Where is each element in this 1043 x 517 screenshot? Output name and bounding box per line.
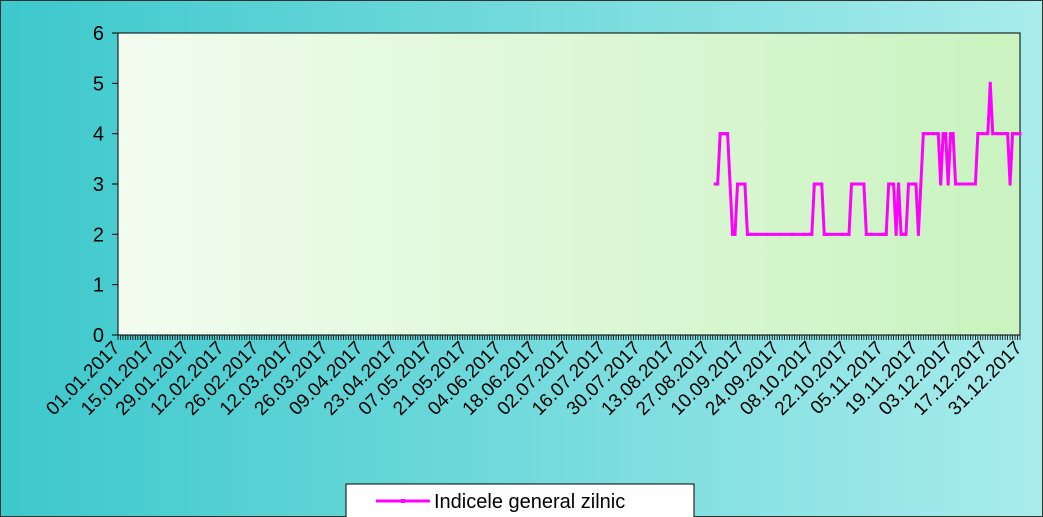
data-point (716, 182, 720, 186)
data-point (976, 132, 980, 136)
data-point (765, 232, 769, 236)
data-point (959, 182, 963, 186)
data-point (827, 232, 831, 236)
data-point (849, 182, 853, 186)
data-point (731, 232, 735, 236)
data-point (810, 232, 814, 236)
y-tick-label: 4 (93, 124, 104, 146)
data-point (723, 132, 727, 136)
data-point (740, 182, 744, 186)
legend-label: Indicele general zilnic (434, 491, 625, 513)
data-point (815, 182, 819, 186)
data-point (726, 132, 730, 136)
y-tick-label: 0 (93, 325, 104, 347)
data-point (1018, 132, 1022, 136)
data-point (909, 182, 913, 186)
data-point (812, 182, 816, 186)
data-point (914, 182, 918, 186)
data-point (721, 132, 725, 136)
data-point (919, 182, 923, 186)
data-point (718, 132, 722, 136)
data-point (996, 132, 1000, 136)
y-tick-label: 1 (93, 275, 104, 297)
data-point (733, 232, 737, 236)
data-point (939, 182, 943, 186)
axis-ticks (112, 32, 1021, 340)
data-point (857, 182, 861, 186)
y-tick-label: 3 (93, 174, 104, 196)
data-point (968, 182, 972, 186)
data-point (887, 182, 891, 186)
data-point (973, 182, 977, 186)
data-point (899, 232, 903, 236)
data-point (926, 132, 930, 136)
data-point (847, 232, 851, 236)
data-point (944, 132, 948, 136)
data-point (802, 232, 806, 236)
data-point (1011, 132, 1015, 136)
data-point (894, 232, 898, 236)
data-point (1001, 132, 1005, 136)
data-point (736, 182, 740, 186)
data-point (743, 182, 747, 186)
data-point (986, 132, 990, 136)
data-point (1008, 182, 1012, 186)
data-point (864, 232, 868, 236)
data-point (862, 182, 866, 186)
data-point (991, 132, 995, 136)
data-point (902, 232, 906, 236)
series-markers (713, 81, 1022, 236)
plot-area (117, 32, 1021, 336)
data-point (745, 232, 749, 236)
data-point (1006, 132, 1010, 136)
data-point (988, 81, 992, 85)
y-tick-label: 6 (93, 23, 104, 45)
data-point (921, 132, 925, 136)
data-point (884, 232, 888, 236)
y-tick-label: 5 (93, 73, 104, 95)
data-point (946, 182, 950, 186)
data-point (1016, 132, 1020, 136)
x-axis-labels: 01.01.201715.01.201729.01.201712.02.2017… (42, 338, 1026, 420)
data-point (778, 232, 782, 236)
data-point (869, 232, 873, 236)
data-point (954, 182, 958, 186)
data-point (820, 182, 824, 186)
data-point (822, 232, 826, 236)
data-point (906, 182, 910, 186)
data-point (738, 182, 742, 186)
data-point (790, 232, 794, 236)
data-point (951, 132, 955, 136)
data-point (897, 182, 901, 186)
data-point (911, 182, 915, 186)
data-point (889, 182, 893, 186)
data-point (713, 182, 717, 186)
y-tick-label: 2 (93, 224, 104, 246)
data-point (879, 232, 883, 236)
data-point (963, 182, 967, 186)
data-point (728, 182, 732, 186)
data-point (931, 132, 935, 136)
legend-marker (401, 499, 405, 503)
data-point (949, 132, 953, 136)
data-point (936, 132, 940, 136)
data-point (753, 232, 757, 236)
data-point (748, 232, 752, 236)
data-point (941, 132, 945, 136)
data-point (916, 232, 920, 236)
data-point (904, 232, 908, 236)
data-point (981, 132, 985, 136)
y-axis-labels: 0 1 2 3 4 5 6 (93, 23, 104, 347)
data-point (1013, 132, 1017, 136)
data-point (840, 232, 844, 236)
data-point (817, 182, 821, 186)
data-point (852, 182, 856, 186)
data-point (892, 182, 896, 186)
legend: Indicele general zilnic (345, 483, 695, 517)
